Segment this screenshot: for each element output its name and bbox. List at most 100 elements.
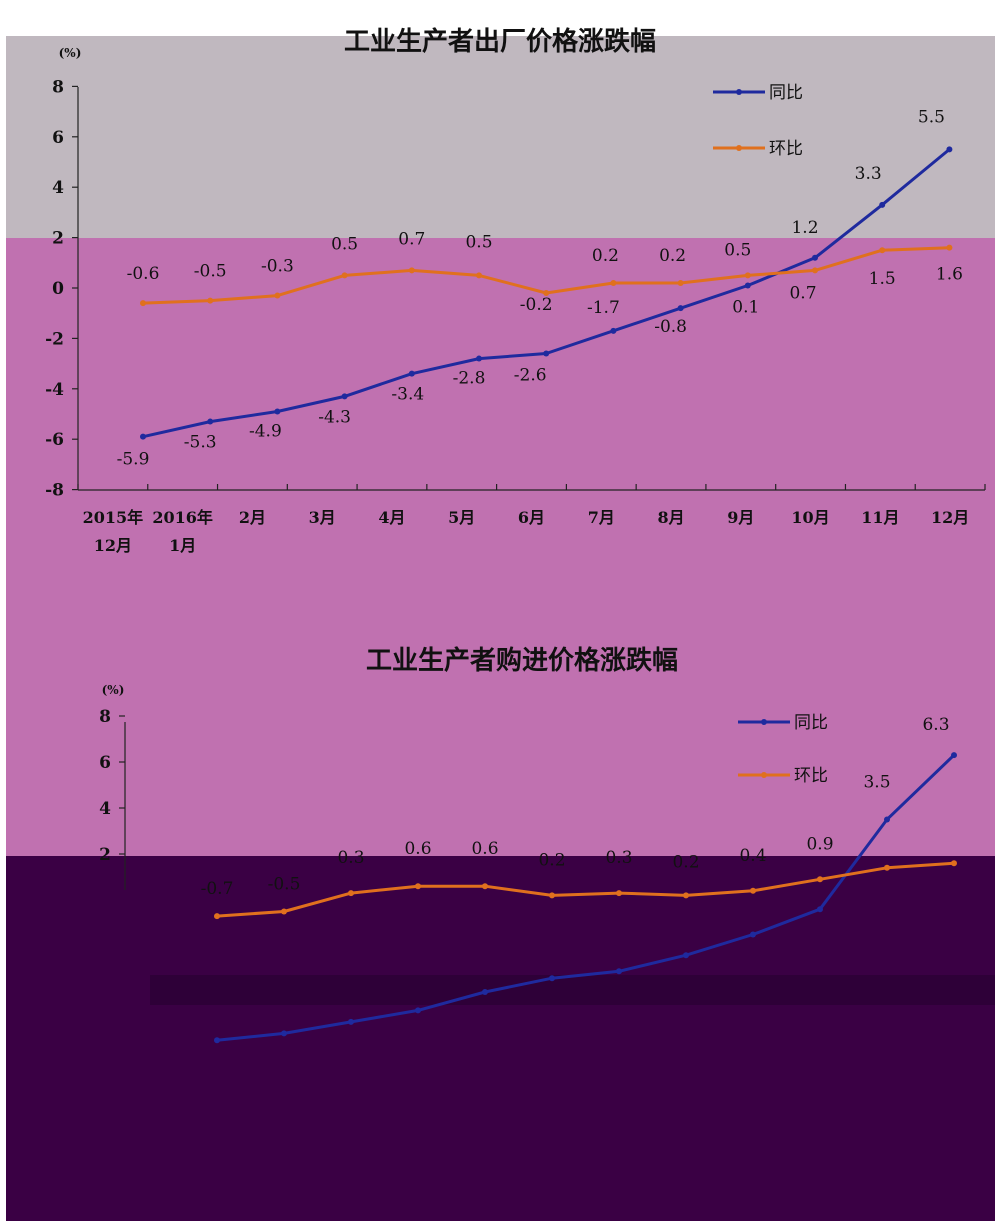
chart1-data-point <box>543 290 550 297</box>
chart1-data-point <box>946 146 953 153</box>
chart1-x-tick-label: 6月 <box>518 508 545 527</box>
chart1-data-label: -5.3 <box>184 433 217 453</box>
chart2-data-label: 0.3 <box>605 848 632 868</box>
chart1-data-label: -2.8 <box>453 369 486 389</box>
chart1-x-tick-label: 12月 <box>94 536 132 555</box>
chart2-data-point <box>683 952 689 959</box>
chart2-data-point <box>616 890 622 897</box>
chart1-data-point <box>476 272 482 279</box>
chart2-data-label: 0.4 <box>739 846 766 866</box>
chart1-data-label: -1.7 <box>587 298 620 318</box>
chart2-data-point <box>214 913 220 920</box>
chart1-data-point <box>408 267 415 274</box>
chart1-data-label: 0.5 <box>724 240 751 260</box>
chart1-data-point <box>879 247 886 254</box>
chart1-data-label: 0.1 <box>732 297 759 317</box>
chart2-data-label: 0.2 <box>672 852 699 872</box>
chart2-data-point <box>750 887 756 894</box>
chart2-data-point <box>415 883 421 890</box>
chart1-y-tick-label: -8 <box>45 481 64 501</box>
chart2-data-point <box>482 883 488 890</box>
chart1-y-tick-label: -2 <box>45 329 64 349</box>
chart1-x-tick-label: 7月 <box>588 508 615 527</box>
chart1-data-point <box>610 327 617 334</box>
chart2-data-label: 0.3 <box>337 848 364 868</box>
chart2-data-point <box>616 968 622 975</box>
chart2-data-point <box>348 1018 354 1025</box>
chart1-x-tick-label: 10月 <box>791 508 829 527</box>
chart1-data-label: -4.3 <box>318 407 351 427</box>
chart1-y-tick-label: 6 <box>52 128 64 148</box>
chart1-data-label: -0.8 <box>654 317 687 337</box>
chart2-data-label: 0.9 <box>806 834 833 854</box>
chart2-data-label: 0.6 <box>404 839 431 859</box>
chart2-y-tick-label: 2 <box>99 845 111 865</box>
chart1-data-point <box>341 393 348 400</box>
chart2-data-label: 6.3 <box>922 715 949 735</box>
chart1-y-tick-label: -4 <box>45 380 64 400</box>
chart2-data-point <box>549 975 555 982</box>
chart1-y-tick-label: 4 <box>52 178 64 198</box>
chart2-series-line-yoy <box>216 754 956 1042</box>
chart2-data-point <box>951 860 957 867</box>
chart1-data-label: 0.7 <box>398 229 425 249</box>
chart2-data-point <box>281 1030 287 1037</box>
chart1-data-point <box>946 244 953 251</box>
chart2-data-point <box>817 876 823 883</box>
chart2-data-label: 0.2 <box>538 850 565 870</box>
chart2-plot: 8 6 4 2 3.5 6.3 同比 -0.7 -0.5 0.3 0.6 0.6 0.2 0.3 0.2 0.… <box>99 707 957 1044</box>
chart1-data-point <box>341 272 348 279</box>
chart2-title: 工业生产者购进价格涨跌幅 <box>366 645 678 676</box>
chart2-data-point <box>281 908 287 915</box>
chart2-legend-marker <box>761 719 767 725</box>
chart1-data-point <box>408 370 415 377</box>
chart2-y-tick-label: 4 <box>99 799 111 819</box>
chart1-x-tick-label: 4月 <box>378 508 405 527</box>
chart2-legend-label: 环比 <box>794 766 828 786</box>
chart1-x-tick-label: 3月 <box>309 508 336 527</box>
chart1-y-tick-label: 0 <box>52 279 64 299</box>
bg-band <box>6 856 995 1221</box>
chart1-data-point <box>812 267 818 274</box>
chart2-data-point <box>482 989 488 995</box>
chart2-legend-marker <box>761 772 767 778</box>
chart1-data-point <box>476 355 482 362</box>
chart1-data-label: 0.2 <box>592 246 619 266</box>
chart2-data-point <box>683 892 689 899</box>
chart2-data-label: 0.6 <box>471 839 498 859</box>
chart2-data-point <box>415 1007 421 1014</box>
chart1-y-tick-label: 8 <box>52 77 64 97</box>
chart1-x-tick-label: 11月 <box>861 508 899 527</box>
chart1-data-label: 5.5 <box>918 107 945 127</box>
chart1-data-point <box>140 433 146 440</box>
chart1-data-label: -2.6 <box>514 366 547 386</box>
chart1-data-point <box>274 292 281 299</box>
chart1-x-tick-label: 2015年 <box>83 508 144 527</box>
chart2-data-label: 3.5 <box>863 773 890 793</box>
chart2-y-tick-label: 6 <box>99 753 111 773</box>
chart2-legend-label: 同比 <box>794 713 828 733</box>
chart1-y-tick-label: -6 <box>45 430 64 450</box>
chart1-x-tick-label: 12月 <box>931 508 969 527</box>
chart1-data-point <box>207 297 214 304</box>
chart2-y-tick-label: 8 <box>99 707 111 727</box>
chart1-data-label: 1.5 <box>869 269 896 289</box>
chart1-data-point <box>744 282 751 289</box>
chart1-legend-marker <box>736 89 742 95</box>
chart1-x-tick-label: 2月 <box>239 508 266 527</box>
chart1-data-point <box>207 418 214 425</box>
chart1-data-point <box>543 350 550 357</box>
chart1-x-tick-label: 1月 <box>169 536 196 555</box>
chart1-data-label: -0.5 <box>194 262 227 282</box>
chart1-data-label: 0.5 <box>331 234 358 254</box>
chart2-data-point <box>817 906 823 913</box>
chart1-data-label: -5.9 <box>117 450 150 470</box>
chart1-data-label: 3.3 <box>855 164 882 184</box>
chart1-data-label: 0.5 <box>465 232 492 252</box>
chart1-x-tick-label: 5月 <box>448 508 475 527</box>
chart1-data-label: 0.2 <box>659 246 686 266</box>
bg-band <box>150 975 995 1005</box>
chart1-plot: 8 6 4 2 0 -2 -4 -6 -8 2015年 12月 2016年 1月 2月 3月 4月 5月 6月 7月… <box>45 77 986 555</box>
chart1-data-label: 1.2 <box>791 218 818 238</box>
chart1-data-label: 1.6 <box>936 265 963 285</box>
